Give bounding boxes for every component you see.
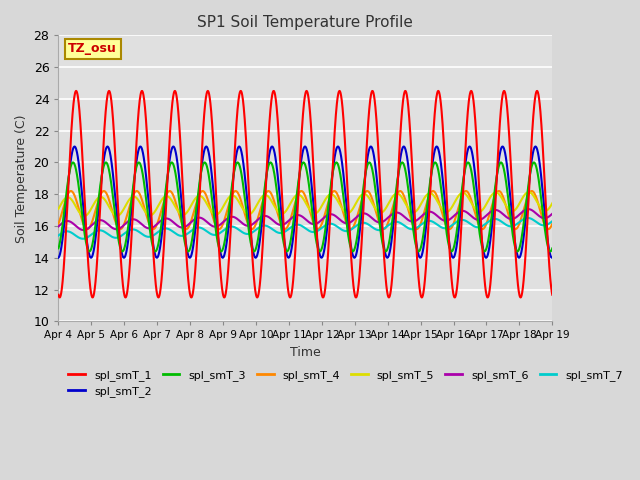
spl_smT_7 [282,228,289,234]
Title: SP1 Soil Temperature Profile: SP1 Soil Temperature Profile [197,15,413,30]
spl_smT_1 [80,178,88,183]
Text: TZ_osu: TZ_osu [68,43,117,56]
spl_smT_2 [80,208,88,214]
spl_smT_7 [79,236,87,241]
spl_smT_6 [534,213,542,218]
spl_smT_4 [548,221,556,227]
Line: spl_smT_5: spl_smT_5 [58,192,552,216]
spl_smT_5 [54,206,62,212]
spl_smT_1 [444,216,452,222]
spl_smT_5 [282,208,289,214]
spl_smT_6 [444,217,451,223]
spl_smT_6 [54,224,62,229]
spl_smT_3 [54,245,62,251]
Line: spl_smT_1: spl_smT_1 [58,91,552,298]
spl_smT_5 [534,201,542,207]
spl_smT_6 [525,206,532,212]
spl_smT_4 [295,190,303,196]
spl_smT_1 [282,261,289,266]
spl_smT_5 [80,213,88,219]
spl_smT_7 [534,220,542,226]
spl_smT_3 [283,249,291,254]
spl_smT_6 [79,227,87,233]
spl_smT_3 [534,174,542,180]
spl_smT_6 [282,220,289,226]
Line: spl_smT_7: spl_smT_7 [58,218,552,239]
spl_smT_4 [54,221,62,227]
spl_smT_6 [295,212,303,218]
spl_smT_6 [548,211,556,216]
spl_smT_2 [54,255,62,261]
spl_smT_7 [80,236,88,241]
spl_smT_1 [319,295,327,300]
spl_smT_3 [464,159,472,165]
spl_smT_5 [525,189,532,195]
spl_smT_4 [534,202,542,207]
spl_smT_6 [80,227,88,233]
spl_smT_3 [444,236,451,242]
spl_smT_2 [120,255,128,261]
spl_smT_1 [54,292,62,298]
spl_smT_1 [138,88,146,94]
spl_smT_1 [548,292,556,298]
spl_smT_2 [282,247,289,253]
spl_smT_7 [534,221,542,227]
spl_smT_4 [444,225,451,231]
spl_smT_5 [295,192,303,198]
spl_smT_1 [295,182,303,188]
spl_smT_7 [295,222,303,228]
spl_smT_2 [548,255,556,261]
spl_smT_4 [80,222,88,228]
spl_smT_3 [80,224,88,230]
spl_smT_1 [534,91,542,96]
spl_smT_4 [534,201,542,206]
spl_smT_2 [444,228,452,234]
spl_smT_1 [534,92,542,97]
Line: spl_smT_6: spl_smT_6 [58,209,552,230]
X-axis label: Time: Time [290,346,321,359]
spl_smT_6 [534,212,542,218]
spl_smT_3 [295,176,303,181]
Y-axis label: Soil Temperature (C): Soil Temperature (C) [15,114,28,242]
Legend: spl_smT_1, spl_smT_2, spl_smT_3, spl_smT_4, spl_smT_5, spl_smT_6, spl_smT_7: spl_smT_1, spl_smT_2, spl_smT_3, spl_smT… [64,365,627,401]
spl_smT_2 [534,151,542,157]
Line: spl_smT_3: spl_smT_3 [58,162,552,252]
spl_smT_5 [534,202,542,207]
Line: spl_smT_4: spl_smT_4 [58,191,552,229]
spl_smT_5 [548,200,556,206]
spl_smT_3 [282,247,289,252]
spl_smT_7 [54,233,62,239]
spl_smT_2 [301,144,309,149]
spl_smT_5 [80,213,88,219]
spl_smT_2 [534,153,542,158]
spl_smT_3 [548,245,556,251]
spl_smT_4 [528,188,536,194]
spl_smT_2 [295,178,303,184]
spl_smT_7 [444,225,451,231]
spl_smT_4 [215,226,223,232]
spl_smT_7 [524,215,532,221]
spl_smT_7 [548,218,556,224]
spl_smT_5 [444,209,451,215]
spl_smT_3 [534,175,542,181]
spl_smT_4 [282,226,289,232]
Line: spl_smT_2: spl_smT_2 [58,146,552,258]
